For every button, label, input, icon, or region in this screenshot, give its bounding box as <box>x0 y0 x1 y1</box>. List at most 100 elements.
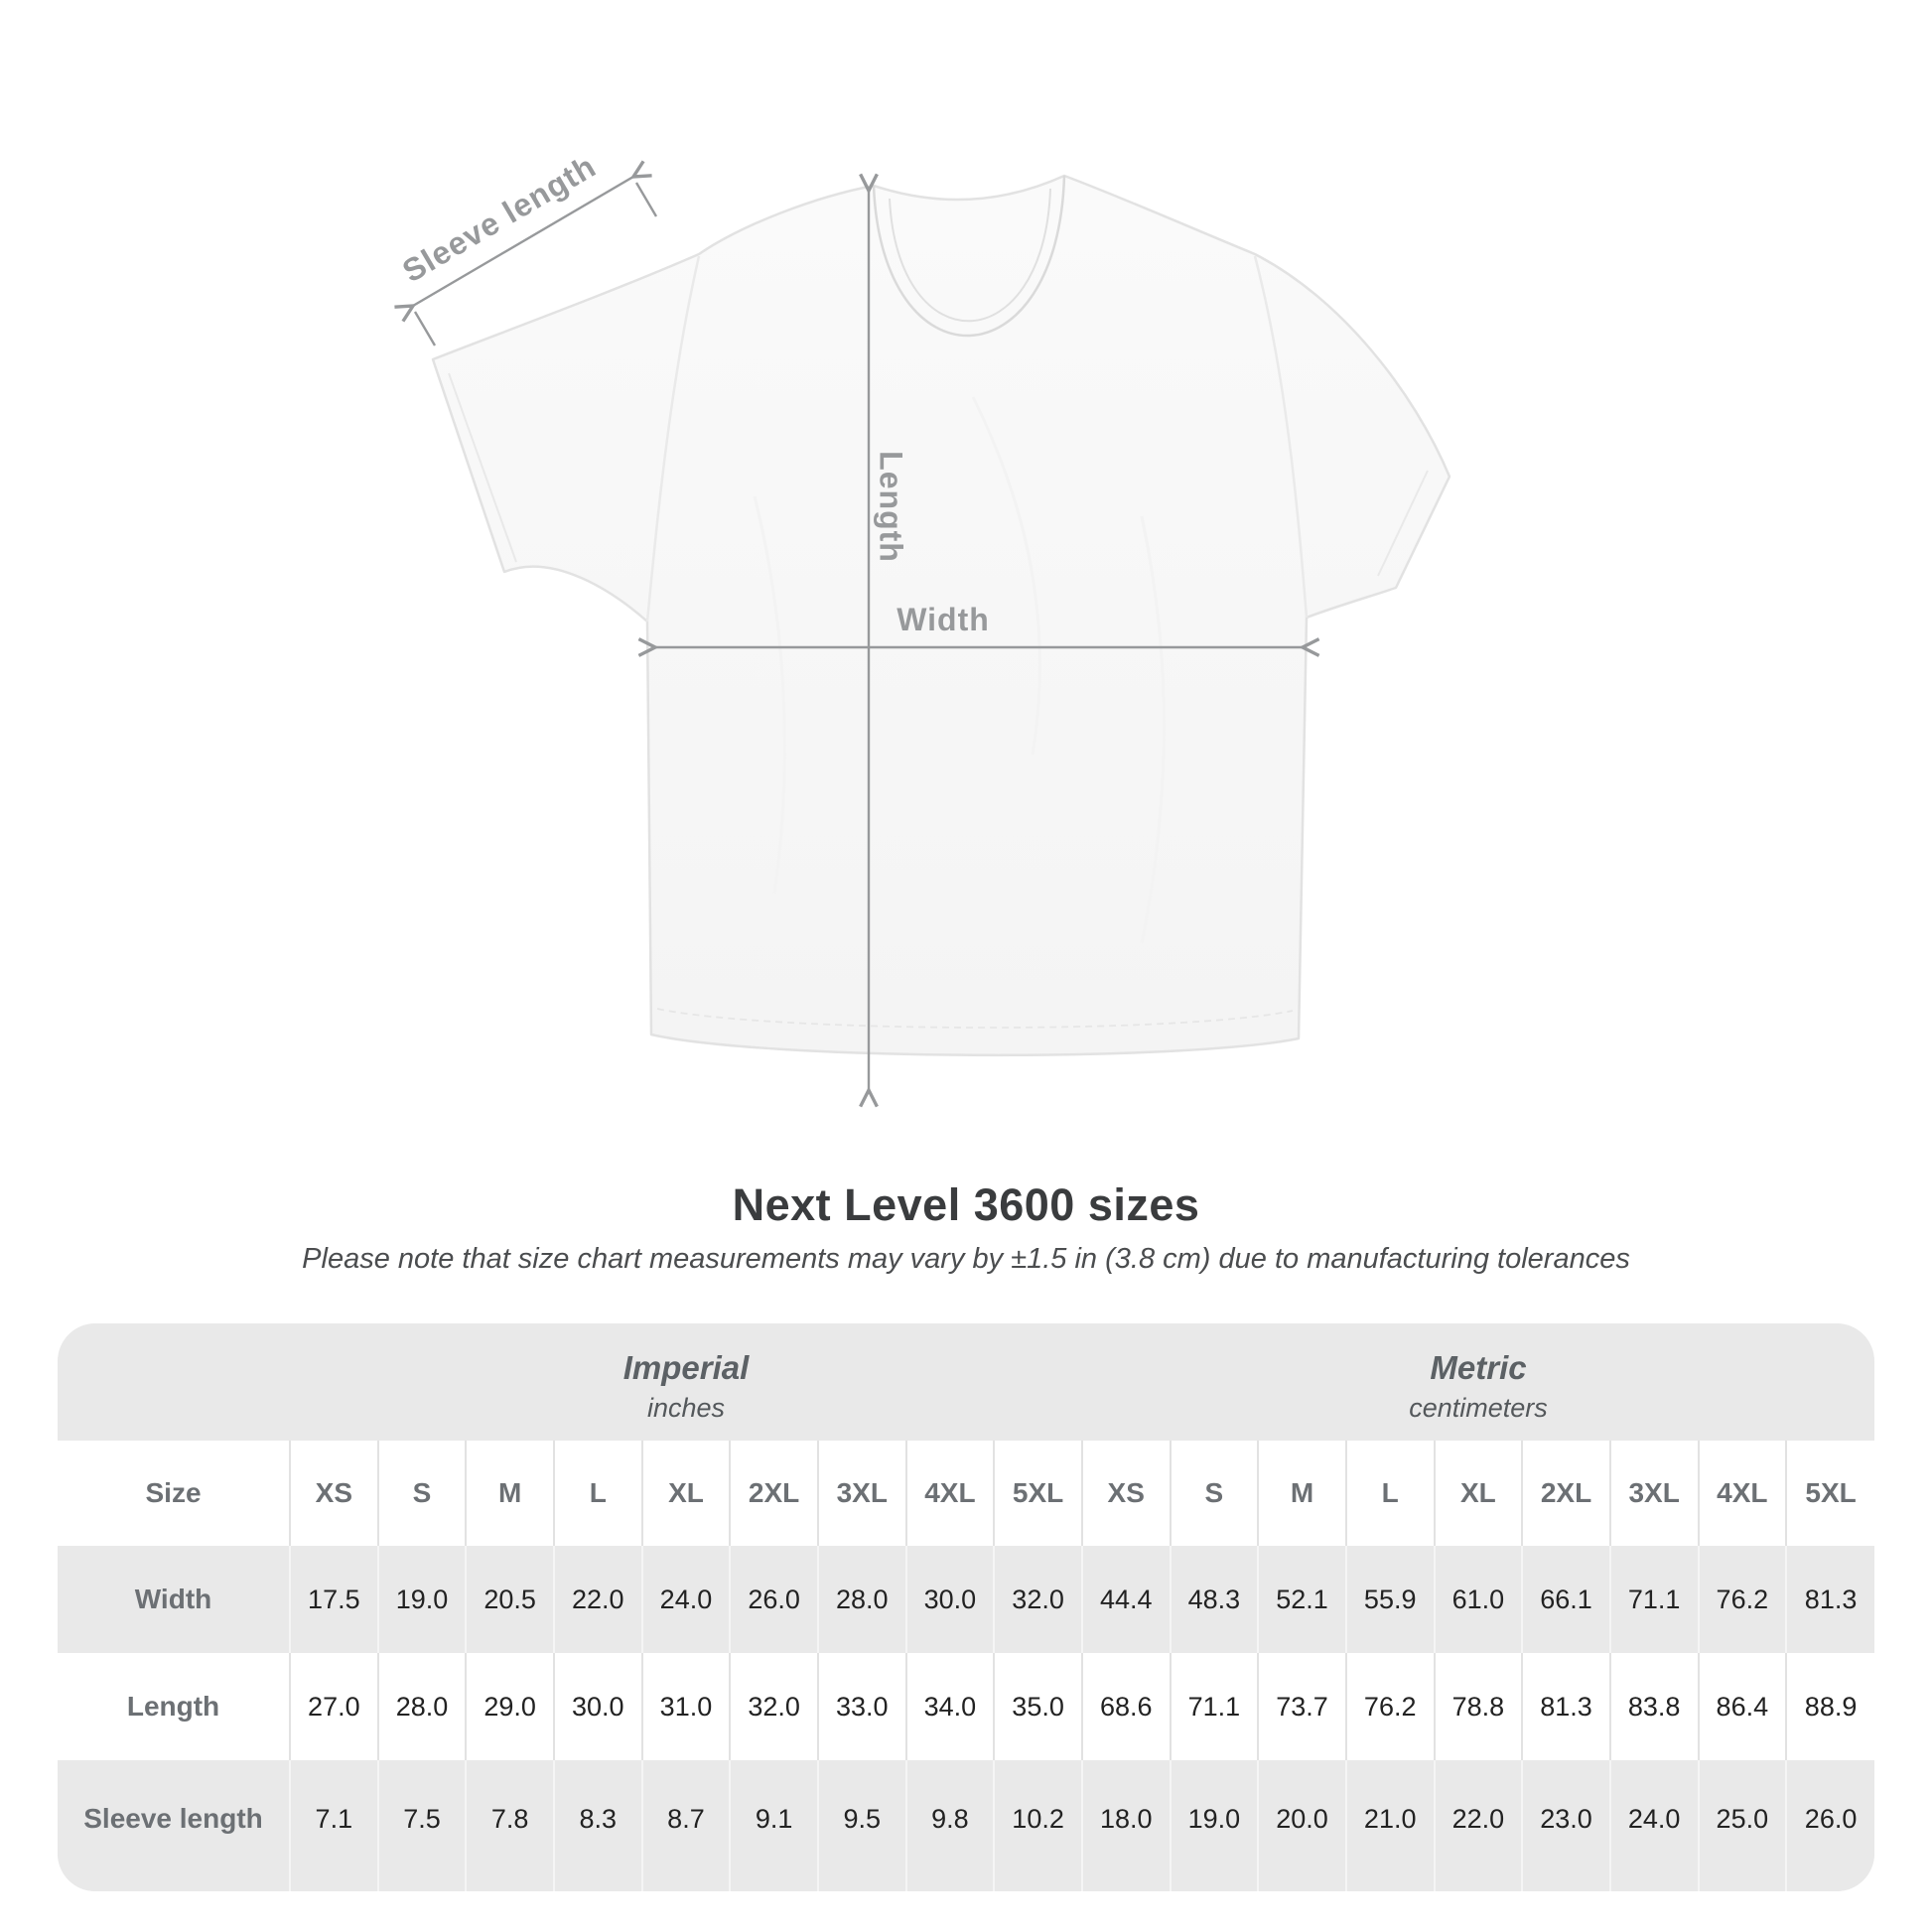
width-label: Width <box>897 602 990 637</box>
size-value-cell: 26.0 <box>1785 1760 1874 1891</box>
sleeve-dimension-tick <box>413 311 437 346</box>
size-value-cell: 30.0 <box>552 1653 642 1760</box>
table-corner-cell: Size <box>145 1477 202 1508</box>
row-label: Sleeve length <box>83 1803 263 1834</box>
table-row-sleeve-length: Sleeve length 7.1 7.5 7.8 8.3 8.7 9.1 9.5 9.8 10.… <box>58 1760 1874 1891</box>
size-value-cell: 20.5 <box>465 1546 554 1653</box>
size-value-cell: 86.4 <box>1697 1653 1787 1760</box>
size-value-cell: 81.3 <box>1785 1546 1874 1653</box>
unit-group-unit: inches <box>646 1392 726 1423</box>
size-value-cell: 83.8 <box>1608 1653 1699 1760</box>
size-value-cell: 23.0 <box>1521 1760 1610 1891</box>
size-column-header: 3XL <box>1608 1441 1699 1546</box>
size-value-cell: 71.1 <box>1608 1546 1699 1653</box>
page-title: Next Level 3600 sizes <box>732 1179 1200 1230</box>
size-column-header: S <box>1169 1441 1259 1546</box>
size-value-cell: 20.0 <box>1257 1760 1346 1891</box>
size-value-cell: 22.0 <box>552 1546 642 1653</box>
size-value-cell: 44.4 <box>1080 1546 1171 1653</box>
size-value-cell: 9.1 <box>729 1760 818 1891</box>
size-value-cell: 52.1 <box>1257 1546 1346 1653</box>
size-value-cell: 78.8 <box>1433 1653 1523 1760</box>
size-column-header: 2XL <box>729 1441 818 1546</box>
size-column-header: 5XL <box>1785 1441 1874 1546</box>
size-column-header: S <box>376 1441 467 1546</box>
size-column-header: 4XL <box>904 1441 995 1546</box>
size-column-header: 4XL <box>1697 1441 1787 1546</box>
table-header-row: Size XS S M L XL 2XL 3XL 4XL 5XL XS S M L XL 2XL 3XL 4XL… <box>58 1441 1874 1546</box>
size-value-cell: 76.2 <box>1344 1653 1435 1760</box>
size-value-cell: 18.0 <box>1080 1760 1171 1891</box>
size-column-header: L <box>1344 1441 1435 1546</box>
size-value-cell: 7.1 <box>289 1760 378 1891</box>
size-value-cell: 19.0 <box>1169 1760 1259 1891</box>
sleeve-dimension-arrow <box>394 160 652 323</box>
row-label: Width <box>134 1584 212 1614</box>
unit-group-name: Metric <box>1430 1348 1527 1386</box>
size-value-cell: 7.8 <box>465 1760 554 1891</box>
size-value-cell: 29.0 <box>465 1653 554 1760</box>
unit-group-name: Imperial <box>622 1348 750 1386</box>
size-column-header: 2XL <box>1521 1441 1610 1546</box>
size-value-cell: 8.7 <box>640 1760 731 1891</box>
size-value-cell: 35.0 <box>993 1653 1082 1760</box>
size-table-body: Width 17.5 19.0 20.5 22.0 24.0 26.0 28.0 30.0 32.… <box>58 1546 1874 1891</box>
size-column-header: L <box>552 1441 642 1546</box>
size-value-cell: 68.6 <box>1080 1653 1171 1760</box>
size-value-cell: 81.3 <box>1521 1653 1610 1760</box>
size-value-cell: 26.0 <box>729 1546 818 1653</box>
size-column-header: 3XL <box>816 1441 906 1546</box>
size-value-cell: 28.0 <box>376 1653 467 1760</box>
unit-group-unit: centimeters <box>1409 1392 1548 1423</box>
size-value-cell: 17.5 <box>289 1546 378 1653</box>
unit-group-metric: Metric centimeters <box>1082 1323 1874 1441</box>
size-value-cell: 73.7 <box>1257 1653 1346 1760</box>
size-value-cell: 24.0 <box>1608 1760 1699 1891</box>
size-value-cell: 48.3 <box>1169 1546 1259 1653</box>
sleeve-dimension-tick <box>634 182 658 217</box>
size-column-header: M <box>465 1441 554 1546</box>
table-row-length: Length 27.0 28.0 29.0 30.0 31.0 32.0 33.0 34.0 35… <box>58 1653 1874 1760</box>
tshirt-graphic <box>394 160 1451 1108</box>
shirt-body-shape <box>431 174 1451 1057</box>
table-row-width: Width 17.5 19.0 20.5 22.0 24.0 26.0 28.0 30.0 32.… <box>58 1546 1874 1653</box>
size-value-cell: 61.0 <box>1433 1546 1523 1653</box>
size-column-header: 5XL <box>993 1441 1082 1546</box>
size-value-cell: 21.0 <box>1344 1760 1435 1891</box>
tshirt-size-diagram: Sleeve length Length Width <box>394 148 1451 1108</box>
size-value-cell: 25.0 <box>1697 1760 1787 1891</box>
unit-group-imperial: Imperial inches <box>290 1323 1082 1441</box>
size-value-cell: 32.0 <box>993 1546 1082 1653</box>
row-label: Length <box>126 1691 220 1722</box>
size-value-cell: 28.0 <box>816 1546 906 1653</box>
size-value-cell: 88.9 <box>1785 1653 1874 1760</box>
size-table: Size XS S M L XL 2XL 3XL 4XL 5XL XS S M L XL 2XL 3XL 4XL… <box>58 1441 1874 1891</box>
size-column-header: XS <box>289 1441 378 1546</box>
size-column-header: XL <box>1433 1441 1523 1546</box>
unit-header-spacer <box>58 1323 290 1441</box>
length-label: Length <box>873 451 909 563</box>
size-value-cell: 30.0 <box>904 1546 995 1653</box>
size-value-cell: 71.1 <box>1169 1653 1259 1760</box>
size-value-cell: 33.0 <box>816 1653 906 1760</box>
size-value-cell: 27.0 <box>289 1653 378 1760</box>
size-column-header: M <box>1257 1441 1346 1546</box>
size-value-cell: 22.0 <box>1433 1760 1523 1891</box>
size-value-cell: 31.0 <box>640 1653 731 1760</box>
size-column-header: XS <box>1080 1441 1171 1546</box>
size-value-cell: 9.5 <box>816 1760 906 1891</box>
size-value-cell: 32.0 <box>729 1653 818 1760</box>
size-value-cell: 8.3 <box>552 1760 642 1891</box>
size-value-cell: 24.0 <box>640 1546 731 1653</box>
size-value-cell: 7.5 <box>376 1760 467 1891</box>
size-value-cell: 19.0 <box>376 1546 467 1653</box>
size-table-panel: Imperial inches Metric centimeters Size … <box>58 1323 1874 1891</box>
size-value-cell: 34.0 <box>904 1653 995 1760</box>
tolerance-note: Please note that size chart measurements… <box>302 1243 1630 1275</box>
size-value-cell: 55.9 <box>1344 1546 1435 1653</box>
size-value-cell: 76.2 <box>1697 1546 1787 1653</box>
size-value-cell: 9.8 <box>904 1760 995 1891</box>
size-column-header: XL <box>640 1441 731 1546</box>
unit-header: Imperial inches Metric centimeters <box>58 1323 1874 1441</box>
